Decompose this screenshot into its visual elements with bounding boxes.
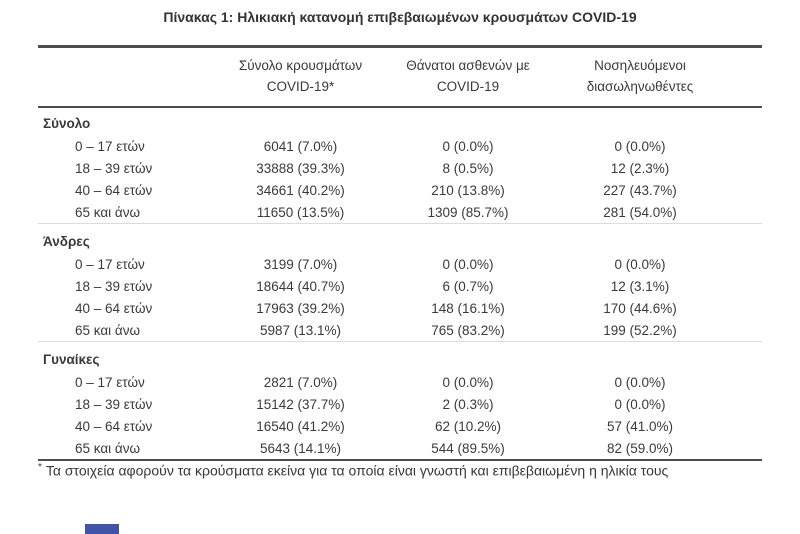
intubated-cell: 82 (59.0%) (606, 440, 674, 456)
intubated-cell: 12 (2.3%) (610, 160, 670, 176)
cases-cell: 11650 (13.5%) (256, 204, 345, 220)
cases-cell: 33888 (39.3%) (256, 160, 345, 176)
age-cell: 0 – 17 ετών (75, 138, 145, 154)
intubated-cell: 0 (0.0%) (614, 138, 666, 154)
cases-cell: 5643 (14.1%) (259, 440, 342, 456)
table-row: 40 – 64 ετών 34661 (40.2%) 210 (13.8%) 2… (38, 179, 762, 201)
table-row: 40 – 64 ετών 16540 (41.2%) 62 (10.2%) 57… (38, 415, 762, 437)
data-table: Σύνολο κρουσμάτων COVID-19* Θάνατοι ασθε… (38, 45, 762, 461)
cases-cell: 2821 (7.0%) (263, 374, 338, 390)
table-row: 65 και άνω 11650 (13.5%) 1309 (85.7%) 28… (38, 201, 762, 224)
column-header-line: Σύνολο κρουσμάτων (238, 58, 363, 73)
cases-cell: 5987 (13.1%) (259, 322, 342, 338)
deaths-cell: 210 (13.8%) (431, 182, 505, 198)
table-row: 18 – 39 ετών 15142 (37.7%) 2 (0.3%) 0 (0… (38, 393, 762, 415)
age-cell: 65 και άνω (75, 440, 141, 456)
intubated-cell: 170 (44.6%) (603, 300, 677, 316)
deaths-cell: 0 (0.0%) (442, 374, 494, 390)
deaths-cell: 544 (89.5%) (431, 440, 505, 456)
age-cell: 40 – 64 ετών (75, 418, 153, 434)
intubated-cell: 281 (54.0%) (603, 204, 677, 220)
footnote-text: Τα στοιχεία αφορούν τα κρούσματα εκείνα … (45, 462, 669, 479)
deaths-cell: 8 (0.5%) (442, 160, 494, 176)
cases-cell: 34661 (40.2%) (256, 182, 345, 198)
intubated-cell: 199 (52.2%) (603, 322, 677, 338)
footer-decoration-blue-box (85, 524, 119, 534)
column-header-line: COVID-19 (436, 79, 500, 94)
age-cell: 18 – 39 ετών (75, 396, 153, 412)
age-cell: 65 και άνω (75, 204, 141, 220)
column-header-empty (38, 46, 213, 108)
cases-cell: 16540 (41.2%) (256, 418, 345, 434)
age-cell: 18 – 39 ετών (75, 160, 153, 176)
table-row: 18 – 39 ετών 33888 (39.3%) 8 (0.5%) 12 (… (38, 157, 762, 179)
age-distribution-table: Σύνολο κρουσμάτων COVID-19* Θάνατοι ασθε… (38, 45, 762, 461)
column-header-line: Νοσηλευόμενοι (594, 58, 686, 73)
deaths-cell: 148 (16.1%) (431, 300, 505, 316)
table-title: Πίνακας 1: Ηλικιακή κατανομή επιβεβαιωμέ… (163, 9, 637, 25)
column-header-line: COVID-19* (266, 79, 335, 94)
cases-cell: 3199 (7.0%) (263, 256, 338, 272)
age-cell: 0 – 17 ετών (75, 256, 145, 272)
table-row: 0 – 17 ετών 3199 (7.0%) 0 (0.0%) 0 (0.0%… (38, 253, 762, 275)
table-row: 0 – 17 ετών 6041 (7.0%) 0 (0.0%) 0 (0.0%… (38, 135, 762, 157)
intubated-cell: 0 (0.0%) (614, 396, 666, 412)
deaths-cell: 62 (10.2%) (434, 418, 502, 434)
age-cell: 0 – 17 ετών (75, 374, 145, 390)
table-row: 18 – 39 ετών 18644 (40.7%) 6 (0.7%) 12 (… (38, 275, 762, 297)
deaths-cell: 0 (0.0%) (442, 138, 494, 154)
deaths-cell: 765 (83.2%) (431, 322, 505, 338)
cases-cell: 15142 (37.7%) (256, 396, 345, 412)
age-cell: 40 – 64 ετών (75, 182, 153, 198)
section-label: Άνδρες (38, 223, 762, 253)
intubated-cell: 12 (3.1%) (610, 278, 670, 294)
intubated-cell: 57 (41.0%) (606, 418, 674, 434)
age-cell: 40 – 64 ετών (75, 300, 153, 316)
column-header-deaths: Θάνατοι ασθενών με COVID-19 (388, 46, 548, 108)
column-header-line: διασωληνωθέντες (586, 79, 694, 94)
deaths-cell: 2 (0.3%) (442, 396, 494, 412)
intubated-cell: 227 (43.7%) (603, 182, 677, 198)
age-cell: 18 – 39 ετών (75, 278, 153, 294)
table-row: 40 – 64 ετών 17963 (39.2%) 148 (16.1%) 1… (38, 297, 762, 319)
deaths-cell: 6 (0.7%) (442, 278, 494, 294)
column-header-intubated: Νοσηλευόμενοι διασωληνωθέντες (548, 46, 762, 108)
section-header-women: Γυναίκες (38, 341, 762, 371)
deaths-cell: 1309 (85.7%) (427, 204, 509, 220)
intubated-cell: 0 (0.0%) (614, 256, 666, 272)
table-row: 65 και άνω 5643 (14.1%) 544 (89.5%) 82 (… (38, 437, 762, 460)
table-row: 65 και άνω 5987 (13.1%) 765 (83.2%) 199 … (38, 319, 762, 342)
age-cell: 65 και άνω (75, 322, 141, 338)
footnote: * Τα στοιχεία αφορούν τα κρούσματα εκείνα… (38, 459, 768, 480)
section-label: Σύνολο (43, 116, 91, 131)
section-label: Γυναίκες (38, 341, 762, 371)
section-header-men: Άνδρες (38, 223, 762, 253)
header-row: Σύνολο κρουσμάτων COVID-19* Θάνατοι ασθε… (38, 46, 762, 108)
column-header-line: Θάνατοι ασθενών με (406, 58, 530, 73)
intubated-cell: 0 (0.0%) (614, 374, 666, 390)
cases-cell: 17963 (39.2%) (256, 300, 345, 316)
section-header-total: Σύνολο (38, 107, 762, 135)
cases-cell: 6041 (7.0%) (263, 138, 338, 154)
deaths-cell: 0 (0.0%) (442, 256, 494, 272)
column-header-total-cases: Σύνολο κρουσμάτων COVID-19* (213, 46, 388, 108)
footnote-asterisk: * (38, 462, 42, 473)
cases-cell: 18644 (40.7%) (256, 278, 345, 294)
table-row: 0 – 17 ετών 2821 (7.0%) 0 (0.0%) 0 (0.0%… (38, 371, 762, 393)
